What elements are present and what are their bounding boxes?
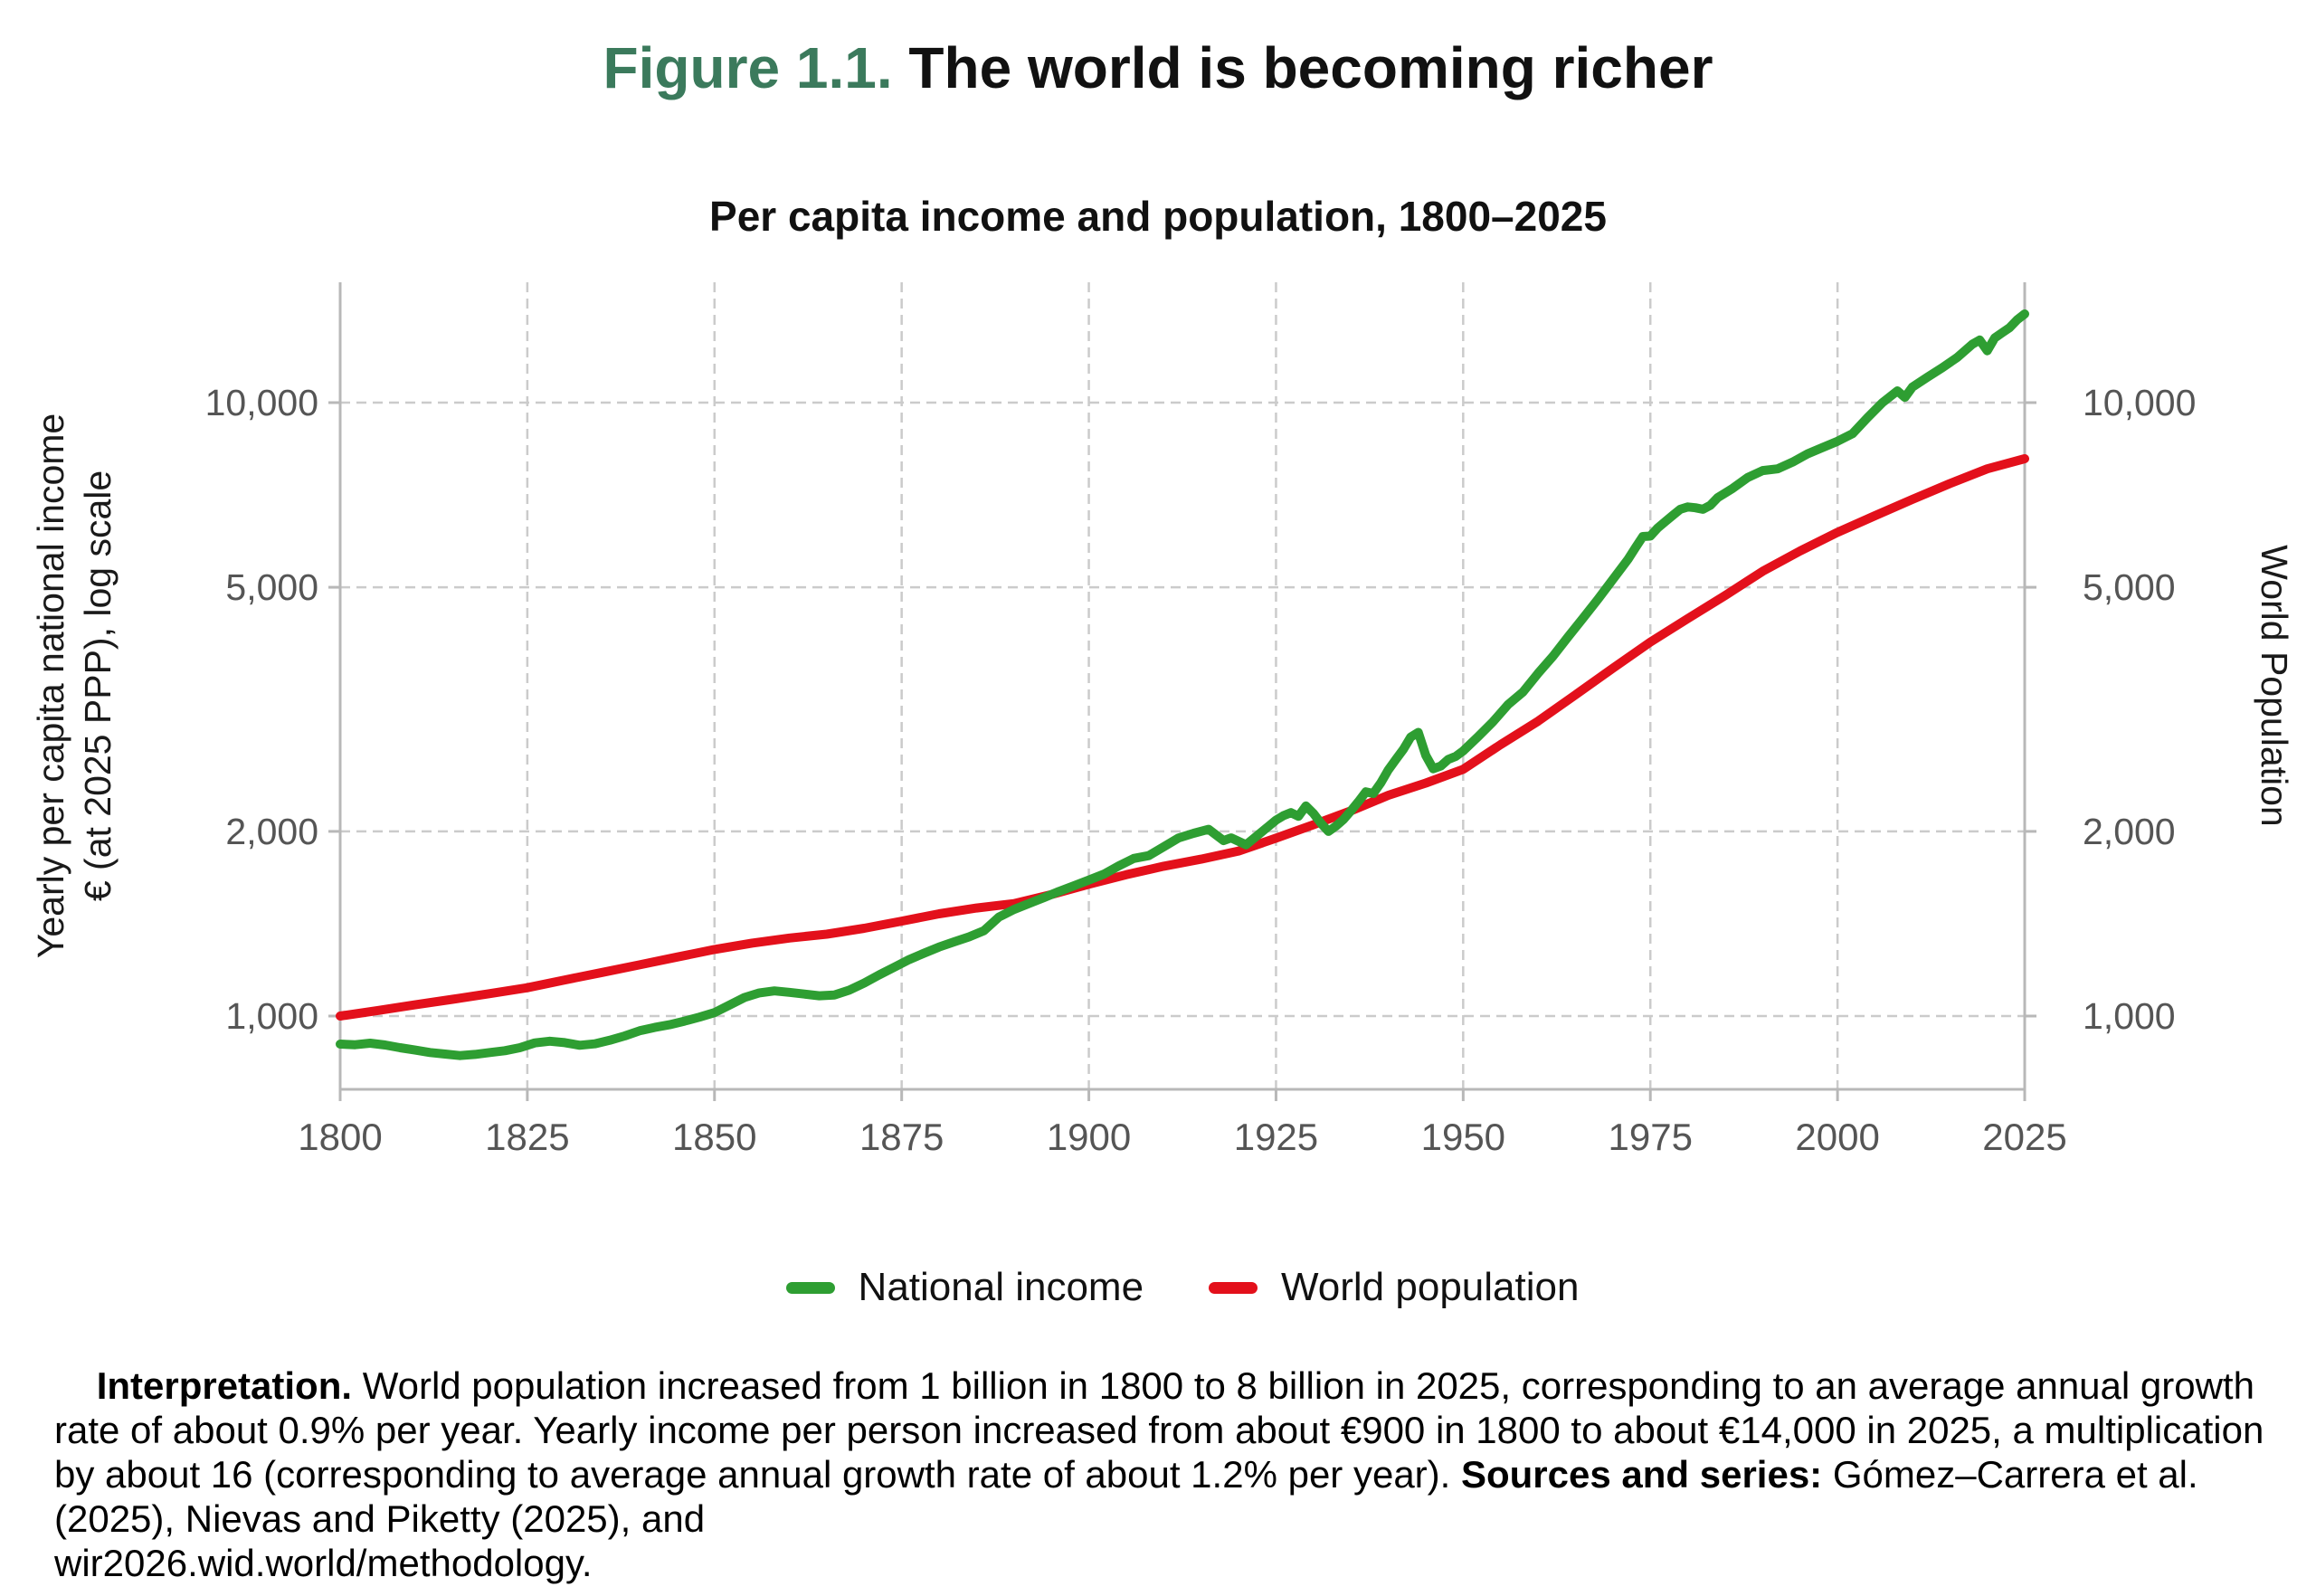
national-income-swatch: [785, 1281, 835, 1294]
interpretation-label: Interpretation.: [96, 1364, 353, 1407]
figure-title-text: The world is becoming richer: [892, 35, 1713, 100]
y-tick-label-right: 10,000: [2083, 382, 2196, 423]
figure-title-prefix: Figure 1.1.: [603, 35, 893, 100]
x-tick-label: 1875: [859, 1116, 944, 1158]
y-tick-label-right: 1,000: [2083, 995, 2176, 1037]
interpretation-body: World population increased from 1 billio…: [54, 1364, 2274, 1496]
national-income-line: [336, 309, 2029, 1060]
x-tick-label: 1825: [485, 1116, 569, 1158]
x-tick-label: 1900: [1047, 1116, 1131, 1158]
y-tick-label-left: 10,000: [205, 382, 318, 423]
left-axis-title-line1: Yearly per capita national income: [30, 413, 71, 958]
sources-label: Sources and series:: [1460, 1453, 1823, 1496]
y-tick-label-right: 5,000: [2083, 566, 2176, 608]
y-tick-label-left: 2,000: [225, 811, 318, 852]
x-tick-label: 1950: [1421, 1116, 1505, 1158]
national-income-legend-label: National income: [858, 1265, 1144, 1309]
world-population-legend-label: World population: [1281, 1265, 1580, 1309]
sources-body: Gómez–Carrera et al. (2025), Nievas and …: [54, 1453, 2198, 1584]
legend-item-world-population: World population: [1209, 1265, 1579, 1310]
interpretation: Interpretation. World population increas…: [54, 1319, 2269, 1596]
y-tick-label-left: 1,000: [225, 995, 318, 1037]
legend-item-national-income: National income: [785, 1265, 1144, 1310]
x-tick-label: 1850: [672, 1116, 756, 1158]
y-tick-label-left: 5,000: [225, 566, 318, 608]
world-population-line: [336, 454, 2029, 1021]
x-tick-label: 2025: [1982, 1116, 2066, 1158]
x-tick-label: 2000: [1795, 1116, 1879, 1158]
x-tick-label: 1975: [1609, 1116, 1693, 1158]
y-tick-label-right: 2,000: [2083, 811, 2176, 852]
x-tick-label: 1925: [1234, 1116, 1318, 1158]
world-population-swatch: [1209, 1281, 1258, 1294]
x-tick-label: 1800: [298, 1116, 382, 1158]
right-axis-title: World Population: [2254, 545, 2295, 826]
chart-title: Per capita income and population, 1800–2…: [709, 193, 1607, 240]
figure-title: Figure 1.1. The world is becoming richer: [0, 34, 2316, 101]
left-axis-title-line2: € (at 2025 PPP), log scale: [77, 470, 119, 901]
legend: National income World population: [340, 1265, 2025, 1310]
